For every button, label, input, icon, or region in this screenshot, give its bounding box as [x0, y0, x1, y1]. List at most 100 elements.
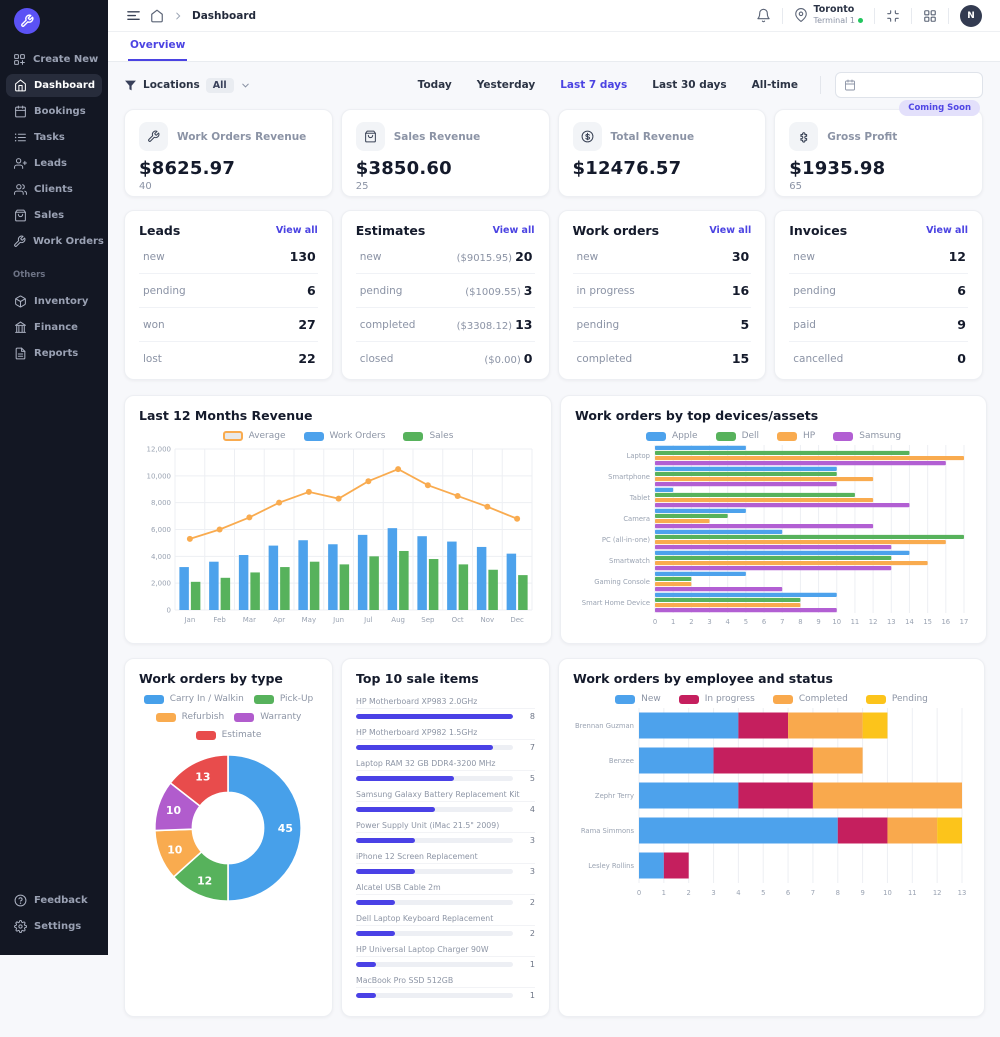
sidebar-item-label: Work Orders [33, 236, 104, 247]
tab-overview[interactable]: Overview [128, 33, 188, 61]
range-all-time[interactable]: All-time [751, 79, 798, 91]
sale-item-row: Dell Laptop Keyboard Replacement 2 [356, 914, 535, 938]
breadcrumb: Dashboard [192, 9, 257, 22]
sidebar-item-work-orders[interactable]: Work Orders [6, 230, 104, 253]
legend-item-pick-up[interactable]: Pick-Up [253, 694, 313, 704]
sidebar-item-finance[interactable]: Finance [6, 316, 102, 339]
kpi-value: $12476.57 [572, 158, 682, 179]
summary-row-pending: pending 5 [572, 308, 752, 342]
help-icon [13, 894, 27, 907]
sidebar-item-sales[interactable]: Sales [6, 204, 102, 227]
locations-label: Locations [143, 79, 200, 91]
sidebar-item-dashboard[interactable]: Dashboard [6, 74, 102, 97]
sidebar-item-label: Tasks [34, 132, 65, 143]
tab-bar: Overview [108, 32, 1000, 62]
view-all-link[interactable]: View all [492, 225, 535, 236]
minimize-icon[interactable] [886, 9, 900, 23]
svg-text:12: 12 [197, 874, 212, 887]
svg-text:13: 13 [195, 770, 210, 783]
legend-item-warranty[interactable]: Warranty [234, 712, 301, 722]
range-yesterday[interactable]: Yesterday [476, 79, 536, 91]
summary-row-new: new 130 [139, 240, 318, 274]
summary-row-won: won 27 [139, 308, 318, 342]
range-last-7-days[interactable]: Last 7 days [560, 79, 628, 91]
summary-row-closed: closed ($0.00) 0 [359, 351, 533, 366]
box-icon [13, 295, 27, 308]
bag-icon [364, 130, 377, 143]
kpi-label: Work Orders Revenue [177, 130, 307, 143]
home-icon[interactable] [150, 9, 164, 23]
legend-item-apple[interactable]: Apple [645, 431, 698, 441]
location-selector[interactable]: Toronto Terminal 1 [794, 5, 863, 25]
svg-text:11: 11 [908, 889, 917, 897]
summary-card-work-orders: Work orders View all new 30 in progress … [557, 210, 767, 380]
type-donut-card: Work orders by type Carry In / Walkin Pic… [124, 658, 333, 1017]
kpi-label: Sales Revenue [393, 130, 481, 143]
view-all-link[interactable]: View all [926, 225, 968, 236]
svg-text:12: 12 [869, 618, 878, 626]
summary-row: Leads View all new 130 pending 6 won 27 … [124, 210, 983, 380]
sidebar-item-feedback[interactable]: Feedback [6, 889, 102, 912]
tool-icon [147, 130, 160, 143]
summary-card-title: Invoices [789, 223, 848, 238]
sale-item-row: HP Universal Laptop Charger 90W 1 [356, 945, 535, 969]
sidebar-item-clients[interactable]: Clients [6, 178, 102, 201]
svg-text:Jul: Jul [363, 616, 373, 624]
app-logo[interactable] [14, 8, 40, 34]
sidebar-item-label: Bookings [34, 106, 86, 117]
legend-item-work-orders[interactable]: Work Orders [303, 431, 385, 441]
svg-text:9: 9 [816, 618, 820, 626]
revenue-chart-card: Last 12 Months Revenue Average Work Order… [124, 395, 552, 644]
view-all-link[interactable]: View all [709, 225, 752, 236]
sale-item-row: HP Motherboard XP983 2.0GHz 8 [356, 697, 535, 721]
view-all-link[interactable]: View all [275, 225, 318, 236]
devices-chart-legend: Apple Dell HP Samsung [575, 431, 972, 441]
locations-filter[interactable]: Locations All [124, 77, 251, 93]
sidebar-section-label: Others [13, 270, 46, 280]
range-last-30-days[interactable]: Last 30 days [652, 79, 727, 91]
kpi-card: Sales Revenue $3850.60 25 [340, 109, 550, 197]
apps-grid-icon[interactable] [923, 9, 937, 23]
sidebar-item-bookings[interactable]: Bookings [6, 100, 102, 123]
sidebar-main-nav: Create New Dashboard Bookings Tasks Leads Cli… [0, 44, 108, 260]
legend-item-pending[interactable]: Pending [865, 694, 928, 704]
summary-row-paid: paid 9 [789, 308, 968, 342]
svg-text:12,000: 12,000 [147, 446, 172, 454]
legend-item-refurbish[interactable]: Refurbish [155, 712, 224, 722]
kpi-count [573, 181, 752, 193]
locations-value-chip[interactable]: All [205, 77, 234, 93]
svg-text:12: 12 [933, 889, 942, 897]
summary-row-completed: completed 15 [576, 351, 750, 366]
kpi-count: 25 [355, 181, 369, 192]
sidebar-item-leads[interactable]: Leads [6, 152, 102, 175]
svg-text:Mar: Mar [243, 616, 256, 624]
sidebar-item-inventory[interactable]: Inventory [6, 290, 102, 313]
legend-item-average[interactable]: Average [222, 431, 286, 441]
sidebar-item-label: Clients [34, 184, 73, 195]
sidebar-item-settings[interactable]: Settings [6, 915, 102, 938]
range-today[interactable]: Today [417, 79, 452, 91]
legend-item-in-progress[interactable]: In progress [678, 694, 755, 704]
sale-item-row: Power Supply Unit (iMac 21.5" 2009) 3 [356, 821, 535, 845]
sidebar-item-reports[interactable]: Reports [6, 342, 102, 365]
legend-item-sales[interactable]: Sales [403, 431, 453, 441]
legend-item-estimate[interactable]: Estimate [195, 730, 261, 740]
sidebar-item-label: Dashboard [34, 80, 95, 91]
legend-item-samsung[interactable]: Samsung [833, 431, 901, 441]
legend-item-completed[interactable]: Completed [772, 694, 848, 704]
summary-card-title: Leads [139, 223, 181, 238]
avatar[interactable]: N [960, 4, 982, 27]
menu-icon[interactable] [126, 8, 141, 23]
sidebar-item-tasks[interactable]: Tasks [6, 126, 102, 149]
coming-soon-badge: Coming Soon [899, 100, 980, 116]
legend-item-dell[interactable]: Dell [715, 431, 759, 441]
legend-item-hp[interactable]: HP [777, 431, 815, 441]
svg-text:0: 0 [167, 607, 171, 615]
summary-row-new: new ($9015.95) 20 [355, 240, 535, 274]
sidebar-item-create-new[interactable]: Create New [6, 48, 102, 71]
legend-item-new[interactable]: New [615, 694, 661, 704]
summary-card-leads: Leads View all new 130 pending 6 won 27 … [124, 210, 333, 380]
bell-icon[interactable] [756, 8, 771, 23]
legend-item-carry-in-walkin[interactable]: Carry In / Walkin [143, 694, 244, 704]
date-range-input[interactable] [835, 72, 983, 98]
